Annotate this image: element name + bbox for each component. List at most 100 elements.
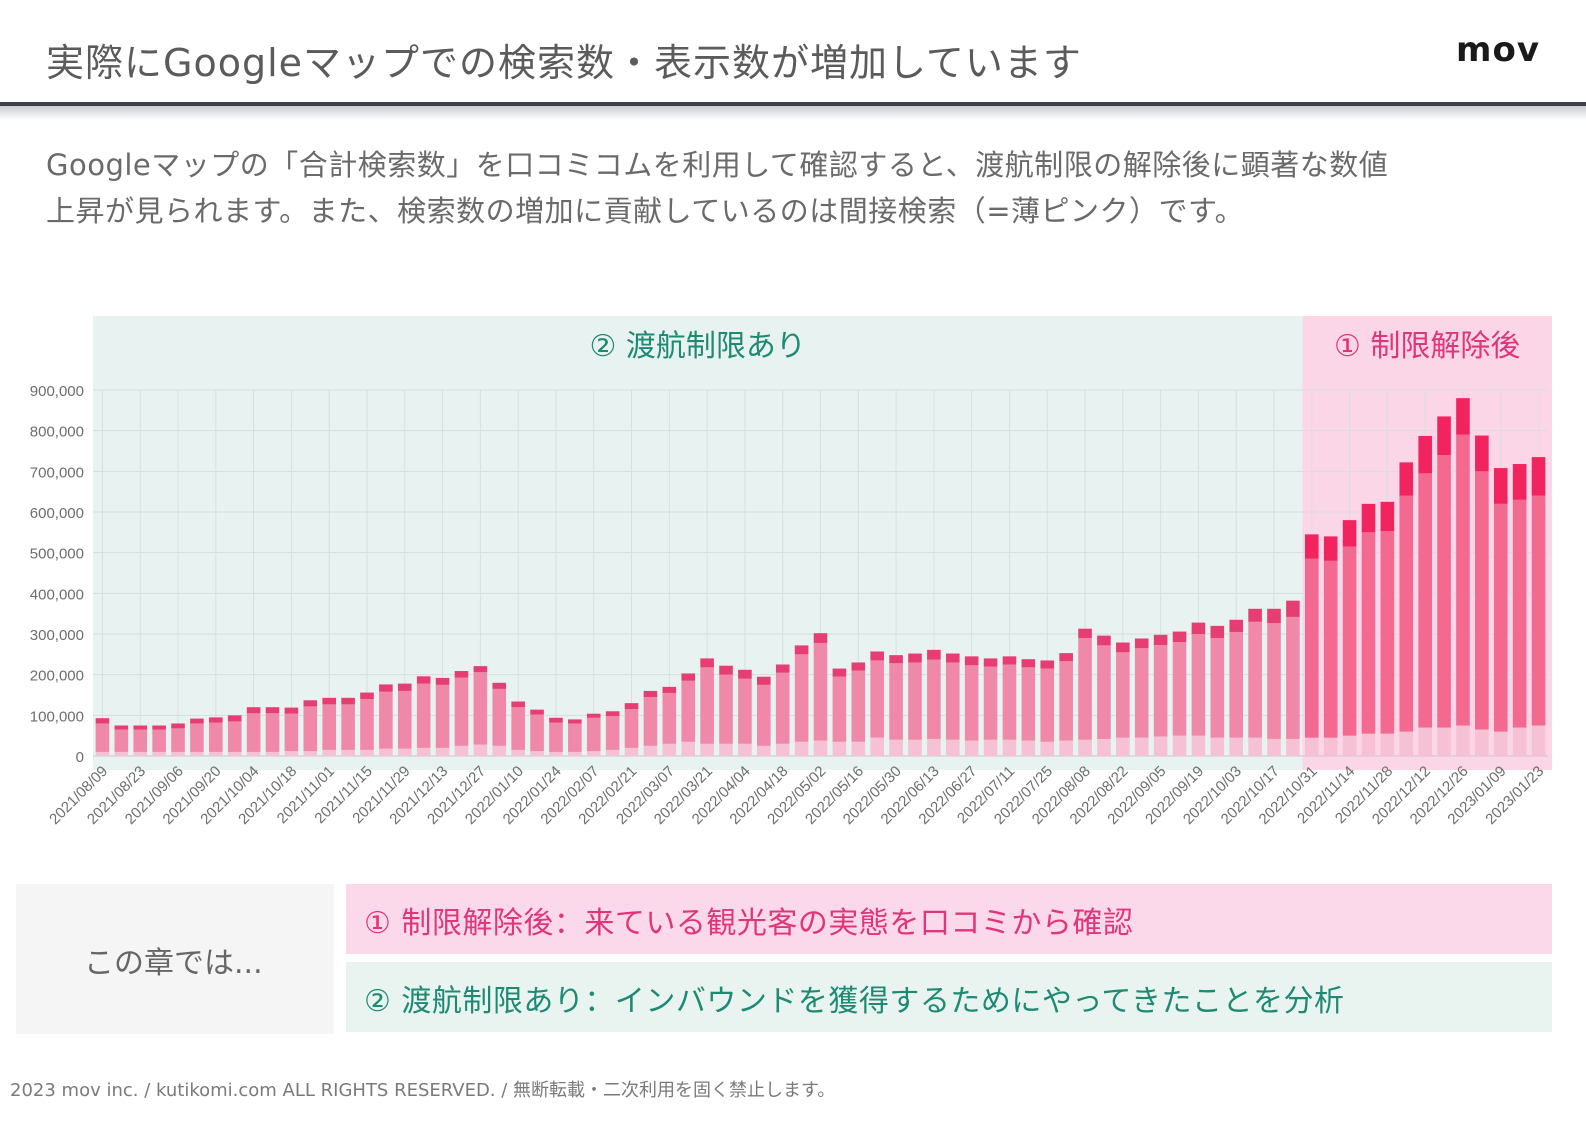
bar-segment-bottom	[586, 751, 601, 756]
bar-segment-top	[1116, 642, 1130, 653]
bar-segment-top	[945, 653, 960, 663]
bar-segment-middle	[1021, 667, 1036, 741]
chapter-after-text: ① 制限解除後：来ている観光客の実態を口コミから確認	[364, 906, 1134, 941]
bar-segment-middle	[1361, 532, 1376, 734]
bar-segment-top	[190, 718, 204, 724]
bar-segment-middle	[813, 642, 828, 741]
bar-segment-bottom	[964, 740, 979, 756]
y-tick-label: 400,000	[30, 586, 84, 603]
bar-segment-middle	[379, 691, 393, 749]
bar-segment-bottom	[1493, 731, 1508, 756]
bar-segment-top	[1059, 653, 1073, 662]
bar-segment-bottom	[719, 743, 733, 756]
bar-segment-top	[1342, 520, 1357, 547]
bar-segment-bottom	[1134, 737, 1149, 756]
bar-segment-bottom	[1380, 733, 1395, 756]
bar-segment-bottom	[492, 745, 507, 756]
stacked-bar-chart: ② 渡航制限あり ① 制限解除後 0 100,000 200,000 300,000 400…	[30, 316, 1552, 828]
y-tick-label: 700,000	[30, 464, 84, 481]
y-tick-label: 500,000	[30, 546, 84, 563]
y-tick-label: 600,000	[30, 505, 84, 522]
bar-segment-top	[832, 668, 847, 677]
bar-segment-middle	[171, 728, 185, 752]
bar-segment-top	[1399, 462, 1414, 496]
bar-segment-top	[1248, 608, 1262, 622]
bar-segment-top	[397, 683, 412, 691]
bar-segment-top	[1512, 464, 1527, 500]
bar-segment-top	[1493, 468, 1508, 504]
bar-segment-bottom	[813, 740, 828, 756]
bar-segment-bottom	[568, 751, 582, 756]
bar-segment-middle	[1456, 434, 1470, 726]
bar-segment-middle	[152, 729, 166, 752]
bar-segment-top	[794, 645, 809, 655]
bar-segment-bottom	[549, 751, 563, 756]
bar-segment-bottom	[227, 751, 242, 756]
bar-segment-middle	[1267, 623, 1281, 739]
bar-segment-middle	[511, 707, 525, 750]
bar-segment-middle	[1097, 645, 1111, 739]
bar-segment-middle	[964, 665, 979, 741]
bar-segment-bottom	[851, 741, 866, 756]
bar-segment-bottom	[1172, 735, 1187, 756]
search-volume-chart: ② 渡航制限あり ① 制限解除後 0 100,000 200,000 300,000 400…	[0, 310, 1586, 870]
header-divider	[0, 102, 1586, 106]
bar-segment-top	[700, 658, 714, 668]
bar-segment-bottom	[95, 751, 110, 756]
bar-segment-middle	[1229, 631, 1244, 738]
bar-segment-top	[1078, 628, 1092, 639]
bar-segment-middle	[851, 670, 866, 742]
bar-segment-top	[1456, 398, 1470, 435]
bar-segment-bottom	[379, 748, 393, 756]
bar-segment-bottom	[360, 749, 374, 756]
bar-segment-middle	[908, 662, 922, 740]
bar-segment-top	[719, 665, 733, 675]
bar-segment-middle	[1078, 638, 1092, 740]
bar-segment-top	[341, 697, 355, 705]
bar-segment-middle	[227, 721, 242, 752]
bar-segment-bottom	[983, 739, 998, 756]
bar-segment-bottom	[1059, 740, 1073, 756]
bar-segment-middle	[435, 684, 450, 748]
bar-segment-top	[511, 701, 525, 708]
bar-segment-bottom	[700, 743, 714, 756]
bar-segment-top	[1210, 625, 1225, 639]
bar-segment-top	[530, 709, 544, 715]
bar-segment-top	[738, 669, 752, 679]
bar-segment-top	[133, 725, 148, 730]
bar-segment-bottom	[435, 747, 450, 756]
description-line-2: 上昇が見られます。また、検索数の増加に貢献しているのは間接検索（=薄ピンク）です…	[46, 194, 1245, 228]
header-shadow	[0, 106, 1586, 120]
bar-segment-middle	[209, 722, 223, 752]
bar-segment-middle	[643, 697, 658, 746]
bar-segment-top	[303, 700, 318, 707]
header: 実際にGoogleマップでの検索数・表示数が増加しています mov	[0, 0, 1586, 104]
bar-segment-bottom	[303, 751, 318, 756]
bar-segment-bottom	[945, 739, 960, 756]
bar-segment-top	[1134, 638, 1149, 649]
bar-segment-top	[284, 707, 299, 714]
bar-segment-top	[549, 717, 563, 723]
bar-segment-top	[889, 655, 903, 664]
bar-segment-top	[662, 686, 677, 693]
bar-segment-bottom	[794, 741, 809, 756]
bar-segment-middle	[133, 729, 148, 752]
chapter-label: この章では...	[84, 946, 263, 981]
bar-segment-middle	[586, 717, 601, 752]
bar-segment-top	[1531, 457, 1546, 496]
bar-segment-middle	[1475, 471, 1489, 730]
bar-segment-bottom	[454, 745, 469, 756]
bar-segment-top	[1380, 501, 1395, 532]
bar-segment-middle	[757, 684, 771, 746]
bar-segment-middle	[1191, 634, 1206, 736]
bar-segment-bottom	[246, 751, 261, 756]
region-label: ② 渡航制限あり	[589, 329, 805, 364]
region-label: ① 制限解除後	[1334, 329, 1520, 364]
bar-segment-bottom	[1002, 739, 1017, 756]
bar-segment-middle	[681, 680, 696, 742]
bar-segment-bottom	[265, 751, 280, 756]
bar-segment-middle	[1172, 642, 1187, 736]
bar-segment-bottom	[870, 737, 884, 756]
bar-segment-bottom	[1361, 733, 1376, 756]
bar-segment-bottom	[1418, 727, 1432, 756]
